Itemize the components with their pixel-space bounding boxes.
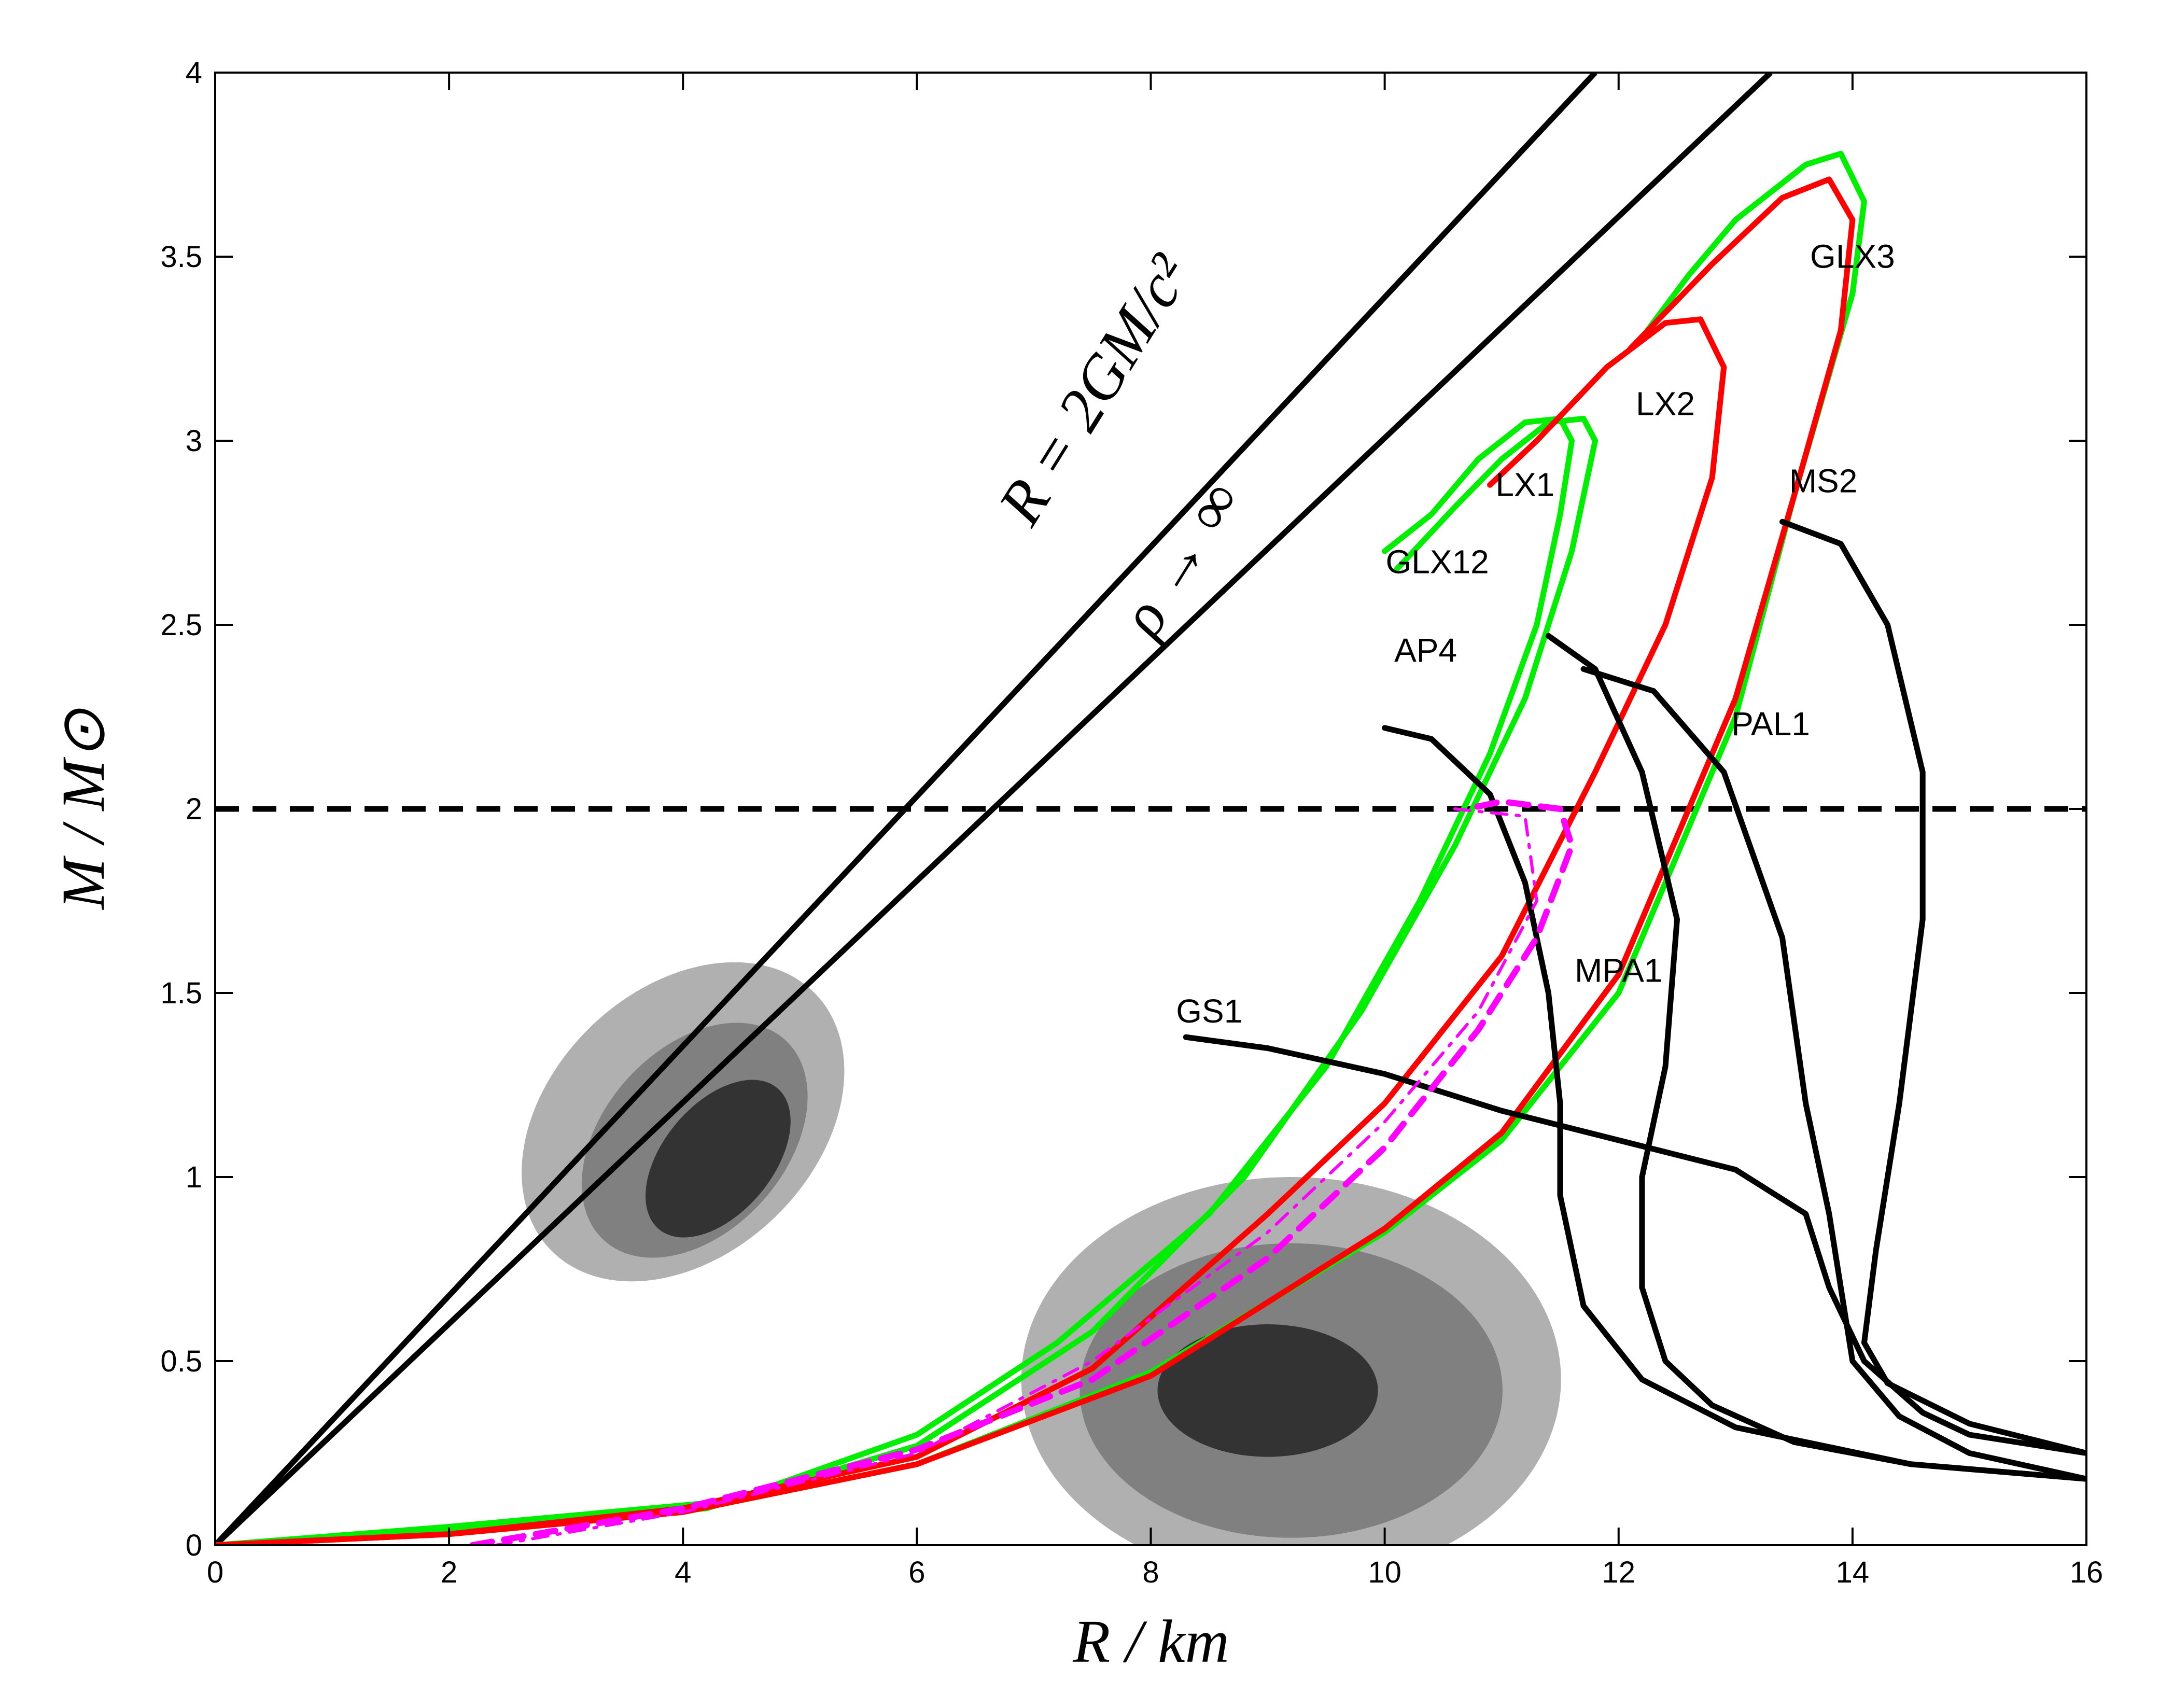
reference-lines [215, 73, 2086, 1545]
curve-label-GS1: GS1 [1176, 992, 1242, 1030]
y-axis-title: M / M⊙ [49, 708, 117, 910]
y-tick-label: 1 [186, 1160, 202, 1194]
curve-label-GLX12: GLX12 [1386, 543, 1489, 581]
curve-label-AP4: AP4 [1394, 632, 1457, 669]
x-tick-label: 10 [1368, 1556, 1401, 1589]
x-tick-label: 6 [908, 1556, 925, 1589]
series-magenta-dashdot [494, 807, 1538, 1545]
x-tick-label: 16 [2070, 1556, 2104, 1589]
series-AP4 [1382, 725, 2086, 1482]
x-tick-label: 8 [1142, 1556, 1159, 1589]
contour-left-core [646, 1080, 791, 1238]
curve-label-LX1: LX1 [1495, 466, 1554, 503]
x-tick-label: 0 [207, 1556, 223, 1589]
eos-curves [215, 150, 2086, 1545]
x-axis-title: R / km [1072, 1607, 1229, 1675]
curve-label-MPA1: MPA1 [1575, 952, 1663, 989]
y-tick-label: 1.5 [160, 976, 202, 1010]
curve-label-PAL1: PAL1 [1731, 705, 1810, 743]
curve-label-MS2: MS2 [1789, 462, 1858, 499]
y-tick-label: 3 [186, 424, 202, 458]
series-PAL1 [1580, 666, 2086, 1482]
curve-label-LX2: LX2 [1636, 385, 1695, 422]
y-tick-label: 2.5 [160, 608, 202, 642]
x-tick-label: 14 [1836, 1556, 1870, 1589]
ref-line-rho-infinity [215, 73, 1773, 1545]
series-MS2 [1779, 519, 2086, 1456]
series-magenta-dashed [469, 798, 1575, 1545]
axis-ticks: 0 2 4 6 8 10 12 14 16 0 0.5 1 1.5 2 2.5 3 3.5 4 [160, 56, 2103, 1589]
x-tick-label: 4 [675, 1556, 691, 1589]
contour-right-core [1157, 1324, 1378, 1457]
series-GLX12-b [215, 415, 1599, 1545]
curve-labels: GLX3 GLX12 LX1 LX2 MS2 PAL1 MPA1 AP4 GS1 [1176, 237, 1895, 1030]
series-GLX12 [215, 415, 1575, 1545]
y-axis-title-group: M / M⊙ [49, 708, 117, 910]
series-GS1 [1183, 1034, 2086, 1456]
x-tick-label: 2 [441, 1556, 457, 1589]
y-tick-label: 0.5 [160, 1345, 202, 1378]
y-tick-label: 3.5 [160, 240, 202, 274]
y-tick-label: 4 [186, 56, 202, 90]
x-tick-label: 12 [1602, 1556, 1635, 1589]
curve-label-GLX3: GLX3 [1810, 237, 1895, 275]
y-tick-label: 0 [186, 1529, 202, 1562]
y-tick-label: 2 [186, 792, 202, 826]
series-LX2 [215, 176, 1856, 1545]
